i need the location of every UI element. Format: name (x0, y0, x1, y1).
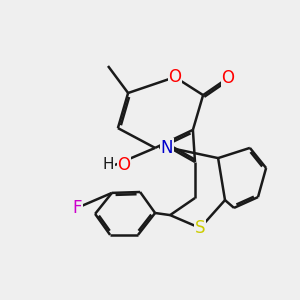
Text: O: O (221, 69, 235, 87)
Text: H: H (103, 157, 114, 172)
Text: S: S (195, 219, 205, 237)
Text: N: N (161, 139, 173, 157)
Text: F: F (72, 199, 82, 217)
Text: O: O (117, 156, 130, 174)
Text: O: O (168, 68, 182, 86)
